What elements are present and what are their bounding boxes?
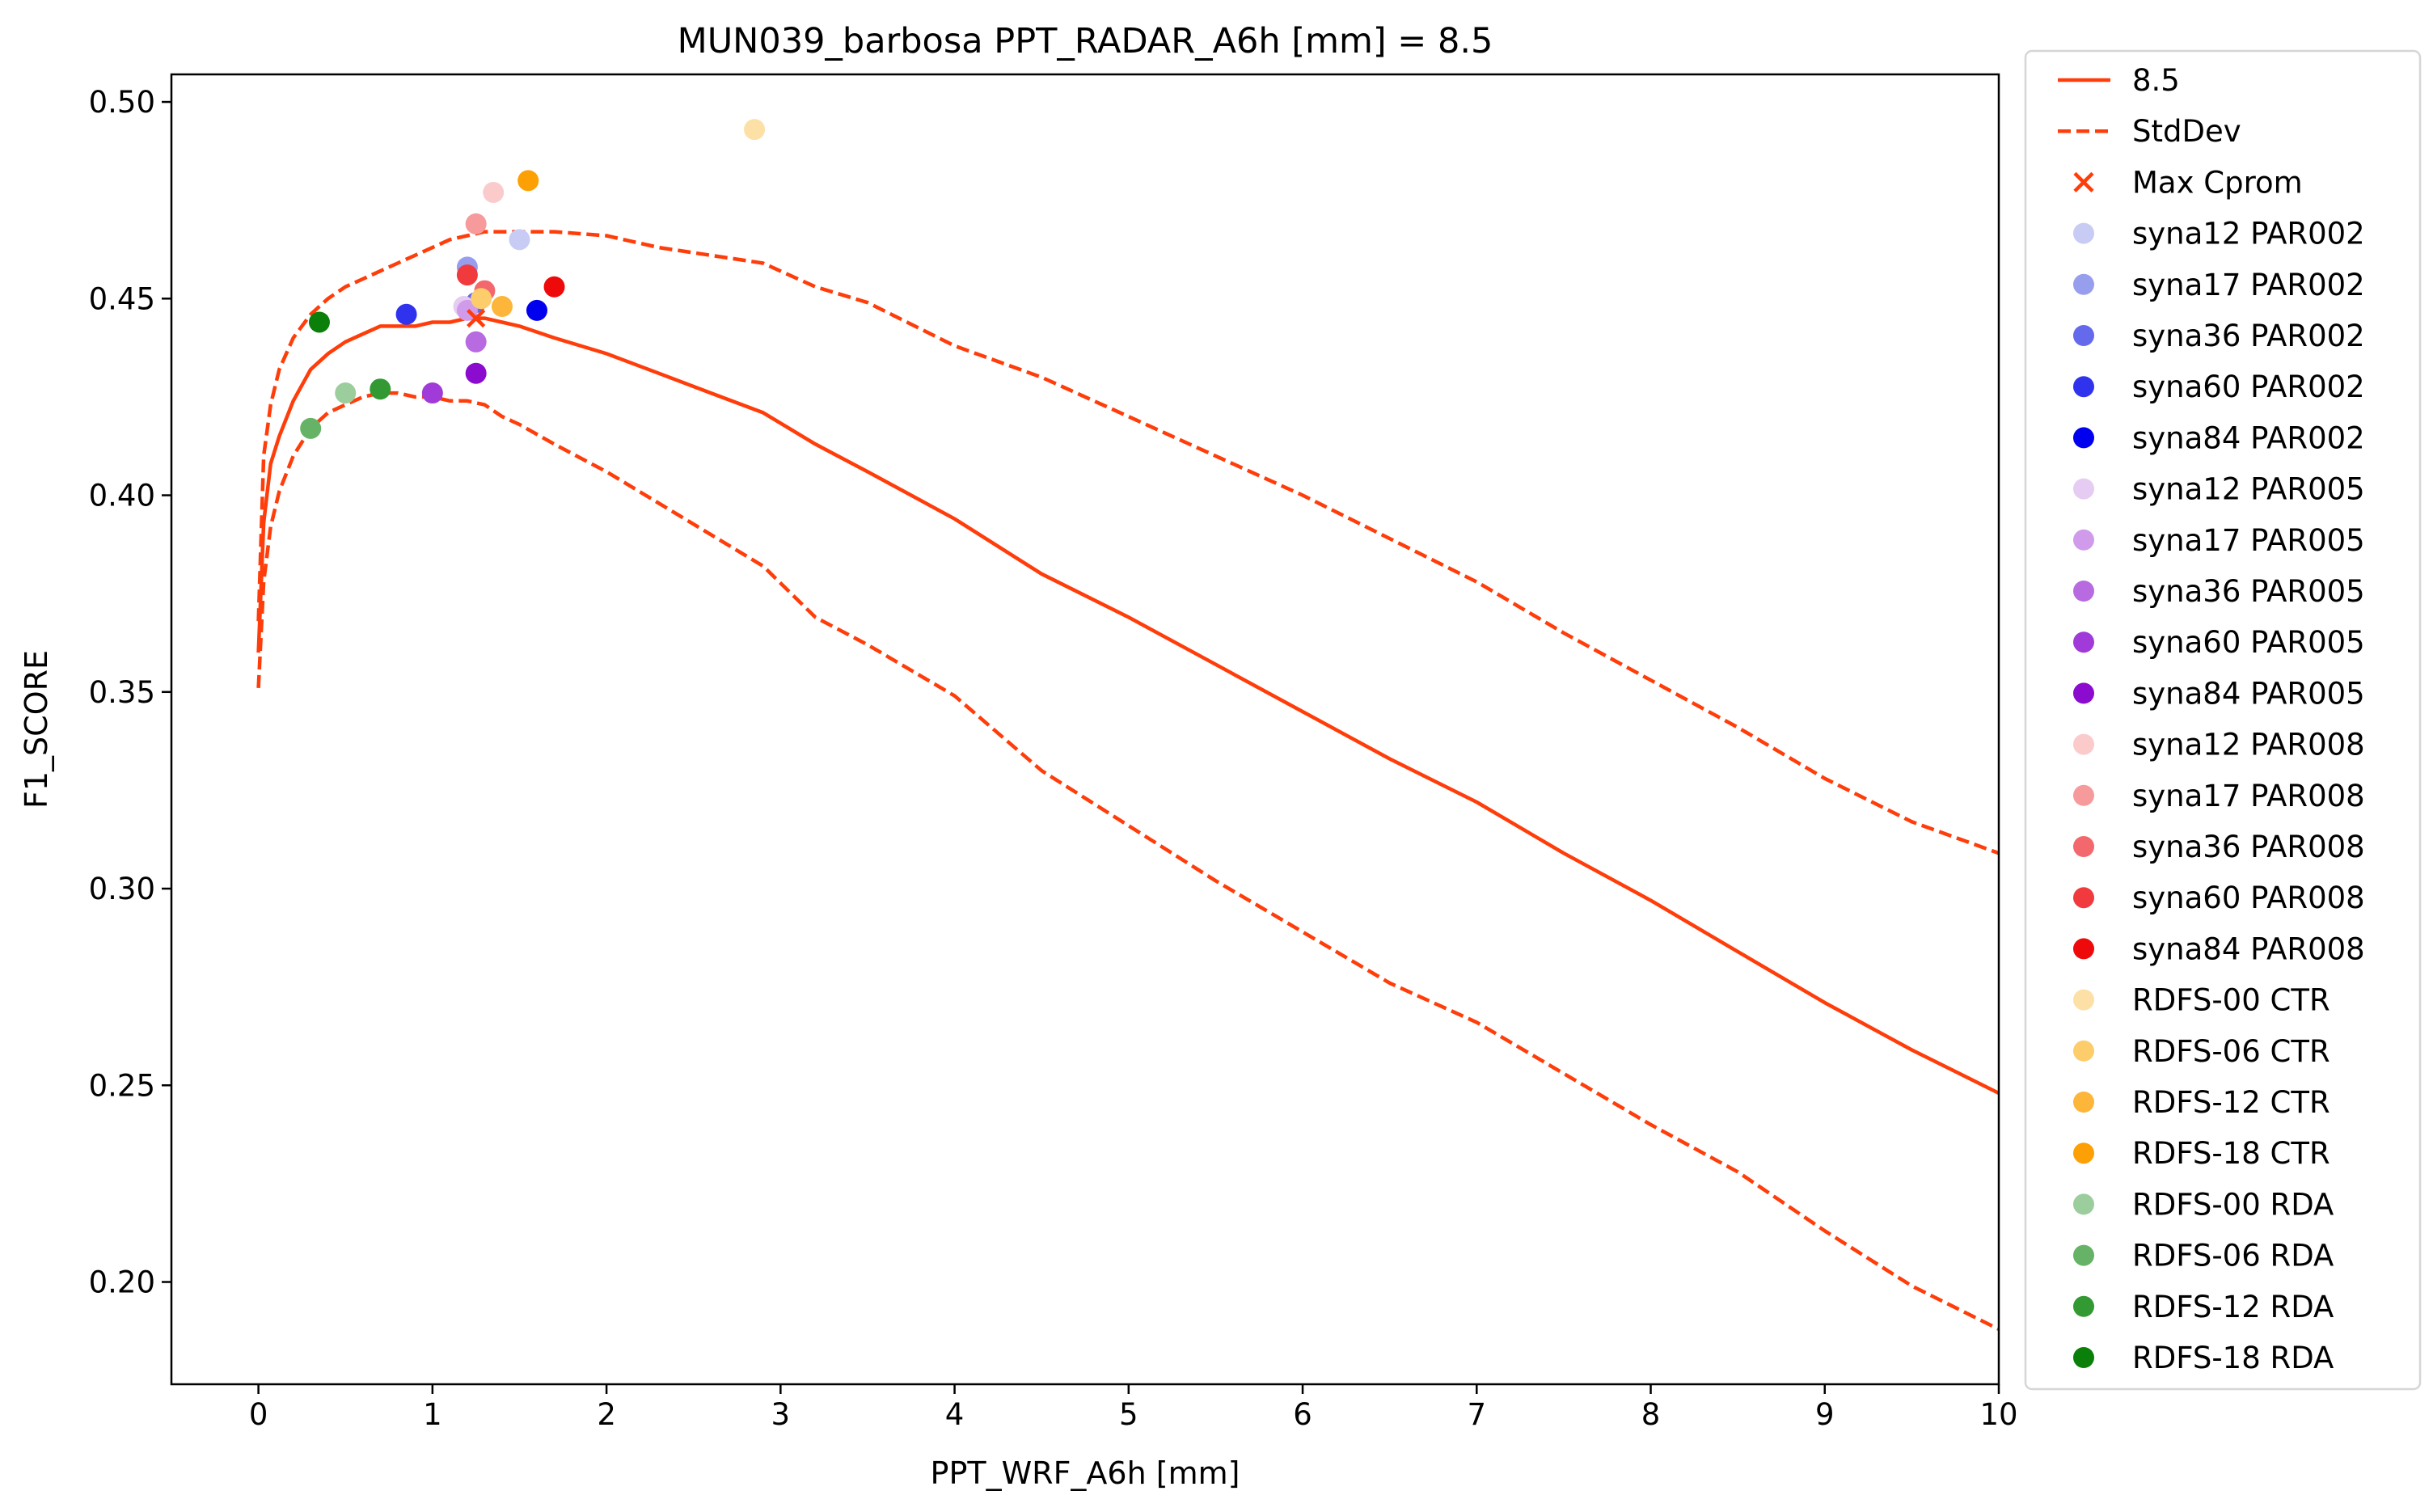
y-tick-label: 0.20 [89,1265,155,1300]
scatter-point-syna60-par005 [421,382,443,404]
legend-label: syna60 PAR005 [2132,625,2365,660]
legend-swatch-dot [2073,682,2094,704]
y-tick-label: 0.25 [89,1068,155,1103]
legend-swatch-dot [2073,1142,2094,1164]
legend-frame [2024,49,2422,1391]
legend-label: syna12 PAR002 [2132,217,2365,251]
legend-label: syna36 PAR002 [2132,319,2365,353]
scatter-point-syna60-par002 [395,303,417,325]
legend-swatch-dot [2073,733,2094,755]
legend-label: RDFS-06 RDA [2132,1239,2334,1273]
y-tick-label: 0.50 [89,85,155,120]
legend-label: syna84 PAR002 [2132,420,2365,455]
scatter-point-syna17-par008 [465,213,487,234]
x-tick-label: 10 [1979,1397,2017,1432]
max-cprom-marker [467,309,486,328]
x-tick-label: 9 [1815,1397,1835,1432]
y-tick-label: 0.45 [89,281,155,316]
legend-label: syna17 PAR005 [2132,523,2365,558]
scatter-point-syna36-par005 [465,331,487,353]
legend-label: syna12 PAR008 [2132,728,2365,762]
legend-swatch-x [2073,171,2094,192]
x-tick-label: 4 [945,1397,965,1432]
legend-label: Max Cprom [2132,165,2303,200]
x-tick-label: 7 [1468,1397,1487,1432]
x-tick-label: 6 [1293,1397,1312,1432]
legend-swatch-dot [2073,376,2094,398]
legend-swatch-dot [2073,631,2094,653]
legend-label: RDFS-00 CTR [2132,983,2330,1018]
y-tick-label: 0.35 [89,675,155,710]
x-tick-label: 3 [771,1397,791,1432]
legend-label: syna84 PAR008 [2132,931,2365,966]
legend-swatch-dot [2073,427,2094,449]
scatter-point-rdfs-12-rda [370,378,391,400]
legend-swatch-dot [2073,1040,2094,1062]
legend-label: syna12 PAR005 [2132,472,2365,507]
legend-swatch-dot [2073,784,2094,806]
scatter-point-rdfs-06-rda [300,417,322,439]
scatter-point-syna12-par002 [509,229,530,251]
legend-label: RDFS-12 RDA [2132,1290,2334,1324]
legend-label: RDFS-12 CTR [2132,1085,2330,1120]
x-tick-label: 5 [1119,1397,1138,1432]
x-tick-label: 2 [597,1397,616,1432]
legend-label: syna60 PAR002 [2132,370,2365,404]
legend-swatch-dot [2073,989,2094,1011]
legend-label: RDFS-18 CTR [2132,1136,2330,1171]
legend-label: StdDev [2132,114,2241,149]
scatter-point-syna84-par008 [543,276,565,298]
y-tick-label: 0.30 [89,872,155,906]
legend-swatch-dot [2073,529,2094,551]
scatter-point-syna60-par008 [456,264,478,286]
legend-swatch-dot [2073,478,2094,500]
legend: 8.5 StdDev Max Cprom syna12 PAR002 syna17 PA… [2024,49,2422,1391]
legend-swatch-dot [2073,1347,2094,1368]
legend-swatch-dot [2073,1092,2094,1113]
scatter-point-syna84-par005 [465,362,487,384]
x-tick-label: 0 [249,1397,268,1432]
legend-swatch-dot [2073,887,2094,909]
legend-label: RDFS-00 RDA [2132,1187,2334,1222]
legend-label: syna60 PAR008 [2132,881,2365,915]
scatter-point-rdfs-06-ctr [471,288,492,310]
scatter-point-rdfs-18-rda [308,311,330,333]
scatter-point-rdfs-00-ctr [744,119,766,141]
legend-label: RDFS-18 RDA [2132,1341,2334,1375]
legend-swatch-dot [2073,222,2094,244]
legend-label: RDFS-06 CTR [2132,1034,2330,1069]
legend-label: syna84 PAR005 [2132,676,2365,711]
legend-swatch-dot [2073,836,2094,857]
stddev-line-1 [256,230,1999,855]
scatter-point-rdfs-12-ctr [491,296,513,318]
legend-swatch-dot [2073,581,2094,602]
scatter-point-syna84-par002 [526,299,547,321]
legend-swatch-dot [2073,938,2094,960]
y-tick-label: 0.40 [89,479,155,513]
legend-label: syna17 PAR002 [2132,268,2365,302]
chart-title: MUN039_barbosa PPT_RADAR_A6h [mm] = 8.5 [678,21,1493,61]
stddev-line-2 [256,391,1999,1331]
x-tick-label: 1 [423,1397,442,1432]
legend-label: syna36 PAR008 [2132,830,2365,864]
mean-line [256,316,1999,1096]
legend-label: syna36 PAR005 [2132,574,2365,609]
scatter-point-rdfs-00-rda [335,382,357,404]
legend-swatch-dot [2073,1295,2094,1317]
plot-frame [170,73,2000,1386]
legend-swatch-dot [2073,1244,2094,1266]
legend-swatch-dot [2073,1193,2094,1215]
legend-label: 8.5 [2132,63,2180,98]
legend-label: syna17 PAR008 [2132,779,2365,813]
legend-swatch-dot [2073,325,2094,346]
legend-swatch-dot [2073,273,2094,295]
x-axis-label: PPT_WRF_A6h [mm] [931,1455,1240,1491]
y-axis-label: F1_SCORE [19,650,54,809]
scatter-point-syna12-par008 [483,181,505,203]
x-tick-label: 8 [1641,1397,1661,1432]
scatter-point-rdfs-18-ctr [517,170,539,192]
